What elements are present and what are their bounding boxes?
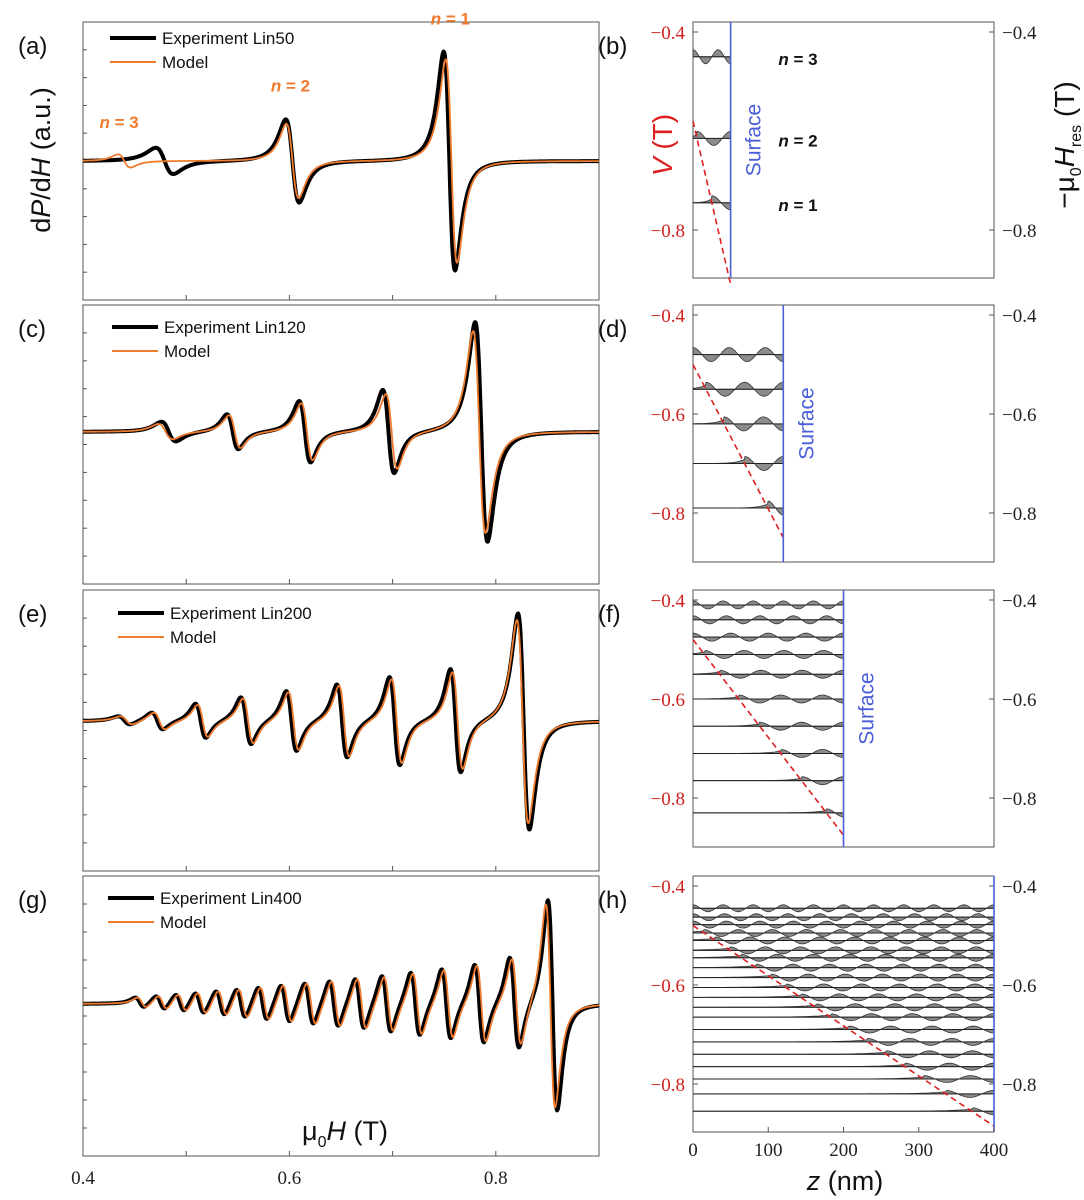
surface-label: Surface: [795, 387, 818, 459]
potential-axis-label: V (T): [647, 114, 678, 176]
y-tick-label: −0.4: [651, 23, 686, 44]
y-tick-label-right: −0.4: [1002, 591, 1037, 612]
plot-frame: [692, 304, 995, 563]
panel-c: Experiment Lin120 Model (c): [18, 304, 601, 585]
legend-label-experiment: Experiment Lin120: [164, 318, 306, 337]
panel-label: (h): [598, 887, 627, 914]
y-tick-label: −0.8: [651, 504, 685, 525]
x-tick-label: 100: [754, 1140, 783, 1161]
legend-label-experiment: Experiment Lin50: [162, 29, 294, 48]
panel-d: −0.4 −0.4 −0.6 −0.6 −0.8 −0.8 Surface (d): [598, 304, 1037, 563]
y-tick-label-right: −0.8: [1002, 1075, 1036, 1096]
panel-e: Experiment Lin200 Model (e): [18, 589, 601, 872]
y-tick-label-right: −0.8: [1002, 789, 1036, 810]
y-tick-label-right: −0.4: [1002, 23, 1037, 44]
x-tick-label: 0.4: [71, 1168, 95, 1189]
panel-label: (d): [598, 316, 627, 343]
model-curve: [82, 619, 600, 824]
panel-g: 0.4 0.6 0.8 Experiment Lin400 Model (g) μ0H (T…: [18, 875, 601, 1189]
potential-line: [692, 639, 845, 836]
x-tick-label: 0.8: [484, 1168, 508, 1189]
panel-a: Experiment Lin50 Model (a) n = 3 n = 2 n = 1: [18, 10, 601, 301]
panel-label: (f): [598, 601, 621, 628]
surface-label: Surface: [856, 672, 879, 744]
legend-label-model: Model: [170, 628, 216, 647]
mode-profile: [692, 936, 995, 945]
y-tick-label: −0.6: [651, 690, 685, 711]
mode-label: n = 1: [778, 196, 817, 215]
y-tick-label: −0.4: [651, 877, 686, 898]
plot-frame: [82, 304, 600, 585]
y-tick-label-right: −0.6: [1002, 405, 1036, 426]
panel-f: −0.4 −0.4 −0.6 −0.6 −0.8 −0.8 Surface (f): [598, 589, 1037, 848]
experiment-curve: [81, 898, 601, 1113]
legend-label-model: Model: [162, 53, 208, 72]
panel-label: (b): [598, 33, 627, 60]
y-tick-label: −0.4: [651, 306, 686, 327]
plot-frame: [692, 21, 995, 279]
panel-label: (a): [18, 33, 47, 60]
x-axis-label: μ0H (T): [302, 1116, 388, 1151]
panel-h: −0.4 −0.4 −0.6 −0.6 −0.8 −0.8 0 100 200 300 400 z (…: [598, 875, 1037, 1196]
panel-b: −0.4 −0.4 −0.8 −0.8 Surface n = 3 n = 2 n = 1 (b…: [598, 21, 1084, 285]
y-tick-label: −0.6: [651, 405, 685, 426]
panel-label: (e): [18, 601, 47, 628]
panel-label: (g): [18, 887, 47, 914]
x-tick-label: 0: [688, 1140, 698, 1161]
panel-label: (c): [18, 316, 46, 343]
y-tick-label-right: −0.8: [1002, 221, 1036, 242]
y-tick-label-right: −0.4: [1002, 877, 1037, 898]
mode-label: n = 2: [778, 131, 817, 150]
model-curve: [82, 903, 600, 1109]
model-curve: [82, 330, 600, 534]
legend-label-model: Model: [160, 913, 206, 932]
legend-label-experiment: Experiment Lin400: [160, 889, 302, 908]
x-tick-label: 400: [980, 1140, 1009, 1161]
y-tick-label: −0.8: [651, 789, 685, 810]
potential-line: [692, 364, 785, 539]
y-tick-label: −0.4: [651, 591, 686, 612]
peak-annotation: n = 1: [431, 10, 470, 29]
y-tick-label: −0.6: [651, 976, 685, 997]
y-tick-label: −0.8: [651, 221, 685, 242]
surface-label: Surface: [743, 104, 766, 176]
y-axis-label: dP/dH (a.u.): [26, 87, 56, 233]
y-tick-label-right: −0.8: [1002, 504, 1036, 525]
x-tick-label: 300: [905, 1140, 934, 1161]
mode-label: n = 3: [778, 50, 817, 69]
potential-line: [692, 120, 732, 285]
resonance-axis-label: −μ0Hres (T): [1049, 81, 1084, 208]
y-tick-label-right: −0.6: [1002, 690, 1036, 711]
x-axis-label: z (nm): [806, 1166, 884, 1196]
x-tick-label: 0.6: [278, 1168, 302, 1189]
legend-label-experiment: Experiment Lin200: [170, 604, 312, 623]
potential-line: [692, 924, 995, 1127]
peak-annotation: n = 2: [271, 77, 310, 96]
model-curve: [82, 58, 600, 264]
x-tick-label: 200: [829, 1140, 858, 1161]
y-tick-label-right: −0.4: [1002, 306, 1037, 327]
y-tick-label: −0.8: [651, 1075, 685, 1096]
peak-annotation: n = 3: [100, 113, 139, 132]
legend-label-model: Model: [164, 342, 210, 361]
y-tick-label-right: −0.6: [1002, 976, 1036, 997]
